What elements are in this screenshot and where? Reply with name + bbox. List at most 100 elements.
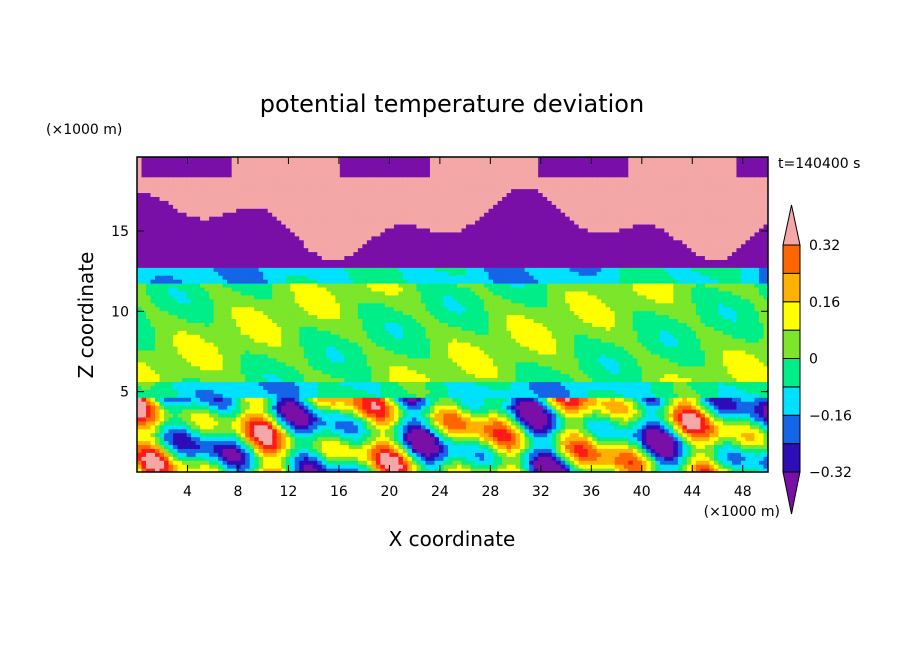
heatmap-cell bbox=[506, 464, 512, 469]
heatmap-cell bbox=[375, 405, 381, 410]
heatmap-cell bbox=[641, 361, 647, 367]
heatmap-cell bbox=[281, 428, 287, 434]
heatmap-cell bbox=[470, 330, 476, 335]
heatmap-cell bbox=[353, 409, 359, 414]
heatmap-cell bbox=[511, 428, 517, 434]
heatmap-cell bbox=[285, 416, 291, 422]
heatmap-cell bbox=[488, 389, 494, 394]
heatmap-cell bbox=[146, 397, 152, 402]
heatmap-cell bbox=[664, 452, 670, 457]
heatmap-cell bbox=[434, 330, 440, 335]
heatmap-cell bbox=[650, 409, 656, 414]
heatmap-cell bbox=[538, 357, 544, 363]
heatmap-cell bbox=[655, 432, 661, 438]
heatmap-cell bbox=[222, 353, 228, 359]
heatmap-cell bbox=[425, 393, 431, 398]
heatmap-cell bbox=[673, 436, 679, 442]
heatmap-cell bbox=[411, 393, 418, 398]
heatmap-cell bbox=[290, 373, 296, 379]
heatmap-cell bbox=[610, 346, 616, 351]
heatmap-cell bbox=[258, 342, 264, 347]
heatmap-cell bbox=[641, 436, 647, 442]
heatmap-cell bbox=[339, 428, 345, 434]
heatmap-cell bbox=[222, 456, 228, 461]
heatmap-cell bbox=[276, 373, 282, 379]
heatmap-cell bbox=[240, 365, 246, 371]
heatmap-cell bbox=[137, 377, 143, 383]
heatmap-cell bbox=[736, 436, 742, 442]
heatmap-cell bbox=[191, 357, 197, 363]
heatmap-cell bbox=[204, 468, 210, 472]
heatmap-cell bbox=[204, 330, 210, 335]
heatmap-cell bbox=[366, 428, 372, 434]
heatmap-cell bbox=[461, 424, 467, 430]
heatmap-cell bbox=[709, 365, 715, 371]
heatmap-cell bbox=[312, 369, 318, 375]
heatmap-cell bbox=[754, 361, 760, 367]
heatmap-cell bbox=[267, 353, 273, 359]
heatmap-cell bbox=[164, 436, 170, 442]
heatmap-cell bbox=[146, 460, 152, 465]
heatmap-cell bbox=[317, 385, 323, 390]
heatmap-cell bbox=[209, 385, 215, 390]
heatmap-cell bbox=[601, 334, 607, 339]
heatmap-cell bbox=[695, 373, 701, 379]
heatmap-cell bbox=[263, 460, 269, 465]
heatmap-cell bbox=[763, 456, 768, 461]
heatmap-cell bbox=[240, 432, 246, 438]
heatmap-cell bbox=[407, 385, 413, 390]
heatmap-cell bbox=[700, 342, 706, 347]
heatmap-cell bbox=[222, 361, 228, 367]
heatmap-cell bbox=[281, 353, 287, 359]
heatmap-cell bbox=[290, 456, 296, 461]
heatmap-cell bbox=[249, 377, 255, 383]
heatmap-cell bbox=[344, 464, 350, 469]
heatmap-cell bbox=[659, 432, 665, 438]
heatmap-cell bbox=[610, 357, 616, 363]
heatmap-cell bbox=[614, 460, 620, 465]
heatmap-cell bbox=[312, 444, 318, 449]
heatmap-cell bbox=[677, 353, 683, 359]
heatmap-cell bbox=[524, 338, 530, 343]
heatmap-cell bbox=[294, 416, 300, 422]
heatmap-cell bbox=[506, 448, 512, 453]
heatmap-cell bbox=[191, 416, 197, 422]
heatmap-cell bbox=[438, 448, 445, 453]
heatmap-cell bbox=[357, 432, 363, 438]
heatmap-cell bbox=[137, 452, 143, 457]
heatmap-cell bbox=[736, 416, 742, 422]
heatmap-cell bbox=[704, 349, 711, 355]
heatmap-cell bbox=[623, 346, 629, 351]
heatmap-cell bbox=[488, 428, 494, 434]
heatmap-cell bbox=[542, 393, 548, 398]
heatmap-cell bbox=[290, 397, 296, 402]
heatmap-cell bbox=[173, 420, 179, 426]
heatmap-cell bbox=[574, 412, 580, 418]
heatmap-cell bbox=[434, 444, 440, 449]
heatmap-cell bbox=[673, 452, 679, 457]
heatmap-cell bbox=[718, 353, 724, 359]
heatmap-cell bbox=[650, 369, 656, 375]
heatmap-cell bbox=[560, 444, 566, 449]
heatmap-cell bbox=[443, 369, 449, 375]
time-label: t=140400 s bbox=[778, 156, 860, 172]
heatmap-cell bbox=[650, 338, 656, 343]
heatmap-cell bbox=[533, 432, 539, 438]
heatmap-cell bbox=[461, 420, 467, 426]
heatmap-cell bbox=[407, 436, 413, 442]
heatmap-cell bbox=[479, 353, 485, 359]
heatmap-cell bbox=[475, 456, 481, 461]
heatmap-cell bbox=[398, 373, 404, 379]
heatmap-cell bbox=[560, 361, 566, 367]
heatmap-cell bbox=[646, 338, 652, 343]
heatmap-cell bbox=[141, 460, 147, 465]
heatmap-cell bbox=[182, 464, 188, 469]
heatmap-cell bbox=[511, 338, 517, 343]
heatmap-cell bbox=[704, 381, 711, 386]
heatmap-cell bbox=[511, 432, 517, 438]
heatmap-cell bbox=[466, 432, 472, 438]
heatmap-cell bbox=[538, 353, 544, 359]
heatmap-cell bbox=[520, 468, 526, 472]
heatmap-cell bbox=[565, 436, 571, 442]
heatmap-cell bbox=[704, 342, 711, 347]
